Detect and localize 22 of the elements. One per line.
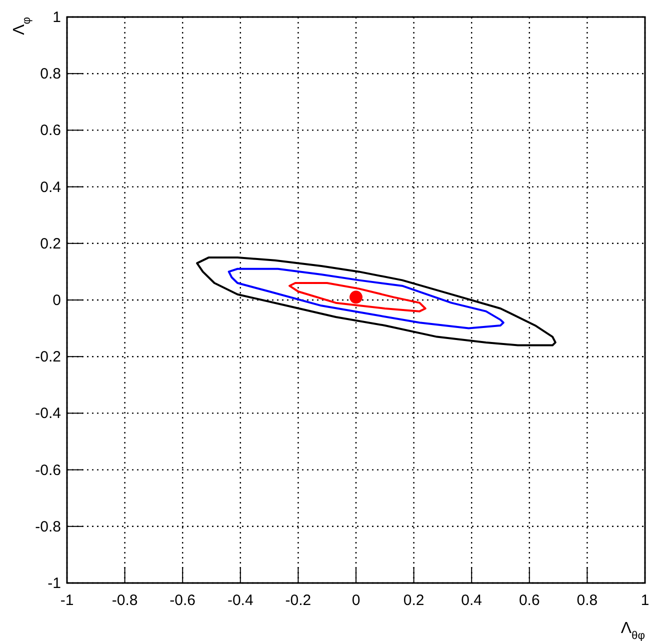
- x-tick-label: -0.6: [170, 592, 196, 609]
- x-tick-label: 0: [352, 592, 360, 609]
- y-tick-label: -0.2: [35, 348, 61, 366]
- x-tick-label: 0.8: [576, 592, 598, 609]
- x-tick-label: -0.2: [285, 592, 312, 609]
- x-tick-label: -0.8: [112, 592, 138, 609]
- y-tick-label: 0: [52, 292, 61, 309]
- y-tick-label: -1: [48, 575, 61, 592]
- x-tick-label: 0.2: [403, 592, 424, 609]
- x-tick-label: 0.6: [518, 592, 540, 609]
- y-tick-label: 0.2: [40, 235, 61, 252]
- x-axis-title: Λ$_{θφ}$: [620, 620, 645, 641]
- y-tick-label: 0.6: [40, 122, 61, 140]
- y-tick-label: 0.8: [40, 66, 61, 83]
- y-tick-label: 1: [52, 9, 61, 26]
- x-tick-label: 1: [640, 592, 650, 609]
- x-tick-label: -0.4: [227, 592, 254, 609]
- y-tick-label: -0.8: [35, 518, 61, 536]
- x-tick-label: 0.4: [461, 592, 482, 609]
- y-tick-label: -0.4: [35, 405, 61, 422]
- y-tick-label: 0.4: [40, 178, 61, 196]
- y-tick-label: -0.6: [35, 462, 61, 479]
